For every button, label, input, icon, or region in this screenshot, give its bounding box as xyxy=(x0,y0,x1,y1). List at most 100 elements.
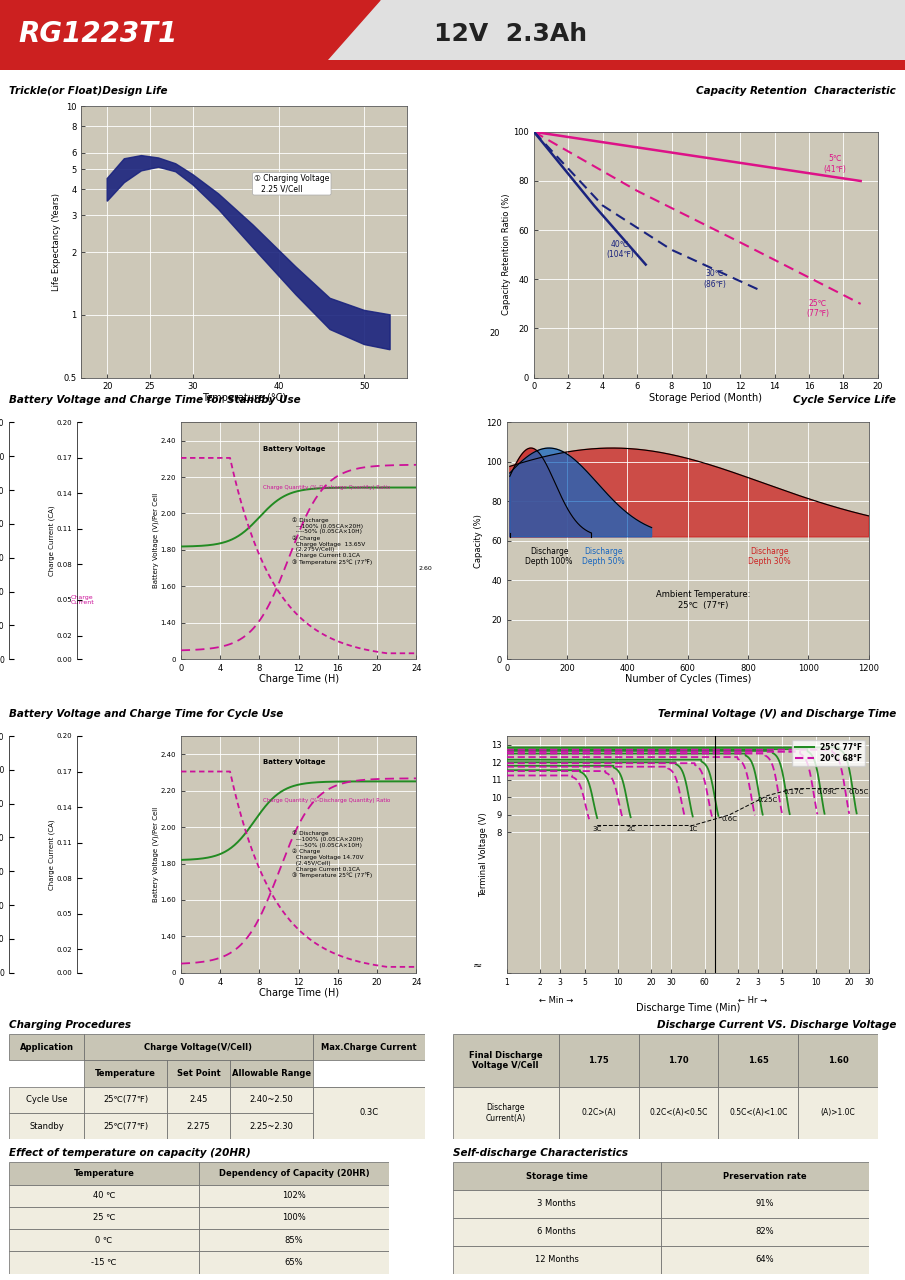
Y-axis label: Terminal Voltage (V): Terminal Voltage (V) xyxy=(480,812,489,897)
Text: -15 ℃: -15 ℃ xyxy=(91,1258,117,1267)
Bar xyxy=(9,1252,199,1274)
Bar xyxy=(452,1162,661,1190)
Text: Max.Charge Current: Max.Charge Current xyxy=(321,1043,417,1052)
Y-axis label: Capacity Retention Ratio (%): Capacity Retention Ratio (%) xyxy=(501,195,510,315)
Bar xyxy=(230,1112,313,1139)
Bar xyxy=(167,1087,230,1112)
Text: 2.45: 2.45 xyxy=(189,1096,207,1105)
X-axis label: Charge Time (H): Charge Time (H) xyxy=(259,988,338,998)
Text: Cycle Use: Cycle Use xyxy=(25,1096,67,1105)
Text: Discharge
Depth 30%: Discharge Depth 30% xyxy=(748,547,791,566)
Text: 64%: 64% xyxy=(756,1256,774,1265)
Bar xyxy=(452,1219,661,1245)
Bar xyxy=(9,1207,199,1229)
Text: RG1223T1: RG1223T1 xyxy=(18,19,177,47)
Text: 0.2C<(A)<0.5C: 0.2C<(A)<0.5C xyxy=(649,1108,708,1117)
Bar xyxy=(9,1034,84,1060)
X-axis label: Temperature (°C): Temperature (°C) xyxy=(203,393,286,403)
Text: Discharge
Depth 50%: Discharge Depth 50% xyxy=(582,547,624,566)
Text: 0 ℃: 0 ℃ xyxy=(95,1235,113,1244)
Text: 0.6C: 0.6C xyxy=(721,815,738,822)
Bar xyxy=(167,1112,230,1139)
Text: 65%: 65% xyxy=(285,1258,303,1267)
Polygon shape xyxy=(510,448,652,536)
Text: Effect of temperature on capacity (20HR): Effect of temperature on capacity (20HR) xyxy=(9,1148,251,1158)
Text: Self-discharge Characteristics: Self-discharge Characteristics xyxy=(452,1148,627,1158)
Y-axis label: Battery Voltage (V)/Per Cell: Battery Voltage (V)/Per Cell xyxy=(153,806,159,902)
X-axis label: Number of Cycles (Times): Number of Cycles (Times) xyxy=(624,675,751,685)
Bar xyxy=(313,1034,425,1060)
Text: 0.2C>(A): 0.2C>(A) xyxy=(581,1108,616,1117)
Text: Charge Quantity (%-Discharge Quantity) Ratio: Charge Quantity (%-Discharge Quantity) R… xyxy=(263,485,391,490)
Bar xyxy=(199,1184,389,1207)
Bar xyxy=(798,1087,878,1139)
Text: 0.25C: 0.25C xyxy=(757,796,777,803)
Text: Allowable Range: Allowable Range xyxy=(232,1069,311,1078)
Text: 25℃(77℉): 25℃(77℉) xyxy=(103,1096,148,1105)
Text: Charge Quantity (%-Discharge Quantity) Ratio: Charge Quantity (%-Discharge Quantity) R… xyxy=(263,799,391,804)
X-axis label: Charge Time (H): Charge Time (H) xyxy=(259,675,338,685)
Bar xyxy=(230,1087,313,1112)
Text: Capacity Retention  Characteristic: Capacity Retention Characteristic xyxy=(696,86,896,96)
Text: 1.65: 1.65 xyxy=(748,1056,768,1065)
Text: ≈: ≈ xyxy=(473,960,482,970)
Bar xyxy=(798,1034,878,1087)
Text: 3 Months: 3 Months xyxy=(538,1199,576,1208)
Bar xyxy=(559,1087,639,1139)
Text: 20: 20 xyxy=(489,329,500,338)
Text: Discharge
Depth 100%: Discharge Depth 100% xyxy=(525,547,573,566)
Text: Temperature: Temperature xyxy=(95,1069,156,1078)
Text: 5℃
(41℉): 5℃ (41℉) xyxy=(824,154,846,174)
Text: 91%: 91% xyxy=(756,1199,774,1208)
Bar xyxy=(639,1087,719,1139)
Text: ← Min →: ← Min → xyxy=(538,996,573,1006)
Text: Charge
Current: Charge Current xyxy=(71,595,94,605)
Bar xyxy=(719,1034,798,1087)
Text: 2.60: 2.60 xyxy=(419,566,433,571)
Text: Preservation rate: Preservation rate xyxy=(723,1171,806,1180)
Bar xyxy=(661,1245,869,1274)
Text: Application: Application xyxy=(20,1043,73,1052)
Text: Temperature: Temperature xyxy=(73,1169,135,1178)
Y-axis label: Capacity (%): Capacity (%) xyxy=(474,513,483,568)
Text: ① Discharge
  —100% (0.05CA×20H)
  ----50% (0.05CA×10H)
② Charge
  Charge Voltag: ① Discharge —100% (0.05CA×20H) ----50% (… xyxy=(291,517,372,564)
Y-axis label: Charge Current (CA): Charge Current (CA) xyxy=(49,819,55,890)
Bar xyxy=(9,1162,199,1184)
Text: Trickle(or Float)Design Life: Trickle(or Float)Design Life xyxy=(9,86,167,96)
Text: 0.17C: 0.17C xyxy=(784,790,804,795)
Text: 85%: 85% xyxy=(285,1235,303,1244)
Bar xyxy=(199,1162,389,1184)
Bar xyxy=(452,1087,559,1139)
Text: Storage time: Storage time xyxy=(526,1171,587,1180)
Bar xyxy=(84,1060,167,1087)
Text: 12 Months: 12 Months xyxy=(535,1256,578,1265)
Polygon shape xyxy=(0,0,380,61)
Text: Standby: Standby xyxy=(29,1121,64,1130)
Text: 2.25~2.30: 2.25~2.30 xyxy=(250,1121,293,1130)
Text: 0.5C<(A)<1.0C: 0.5C<(A)<1.0C xyxy=(729,1108,787,1117)
Bar xyxy=(661,1190,869,1219)
Bar xyxy=(661,1219,869,1245)
Text: 30℃
(86℉): 30℃ (86℉) xyxy=(703,270,726,289)
Text: 1C: 1C xyxy=(688,827,698,832)
Text: 1.75: 1.75 xyxy=(588,1056,609,1065)
Text: Ambient Temperature:
25℃  (77℉): Ambient Temperature: 25℃ (77℉) xyxy=(656,590,750,609)
Text: 25℃
(77℉): 25℃ (77℉) xyxy=(806,300,829,319)
Text: 40℃
(104℉): 40℃ (104℉) xyxy=(606,239,634,260)
Bar xyxy=(452,1245,661,1274)
Bar xyxy=(313,1112,425,1139)
Bar xyxy=(9,1229,199,1252)
X-axis label: Storage Period (Month): Storage Period (Month) xyxy=(650,393,762,403)
Bar xyxy=(84,1034,313,1060)
Text: 100%: 100% xyxy=(282,1213,306,1222)
Text: Charging Procedures: Charging Procedures xyxy=(9,1020,131,1030)
Text: 12V  2.3Ah: 12V 2.3Ah xyxy=(434,22,587,46)
Text: Final Discharge
Voltage V/Cell: Final Discharge Voltage V/Cell xyxy=(469,1051,542,1070)
Bar xyxy=(9,1184,199,1207)
Text: 40 ℃: 40 ℃ xyxy=(93,1192,115,1201)
Text: ① Discharge
  —100% (0.05CA×20H)
  ----50% (0.05CA×10H)
② Charge
  Charge Voltag: ① Discharge —100% (0.05CA×20H) ----50% (… xyxy=(291,831,372,878)
Bar xyxy=(313,1087,425,1112)
Text: 82%: 82% xyxy=(756,1228,774,1236)
Bar xyxy=(313,1087,425,1139)
Text: Battery Voltage and Charge Time for Cycle Use: Battery Voltage and Charge Time for Cycl… xyxy=(9,709,283,719)
